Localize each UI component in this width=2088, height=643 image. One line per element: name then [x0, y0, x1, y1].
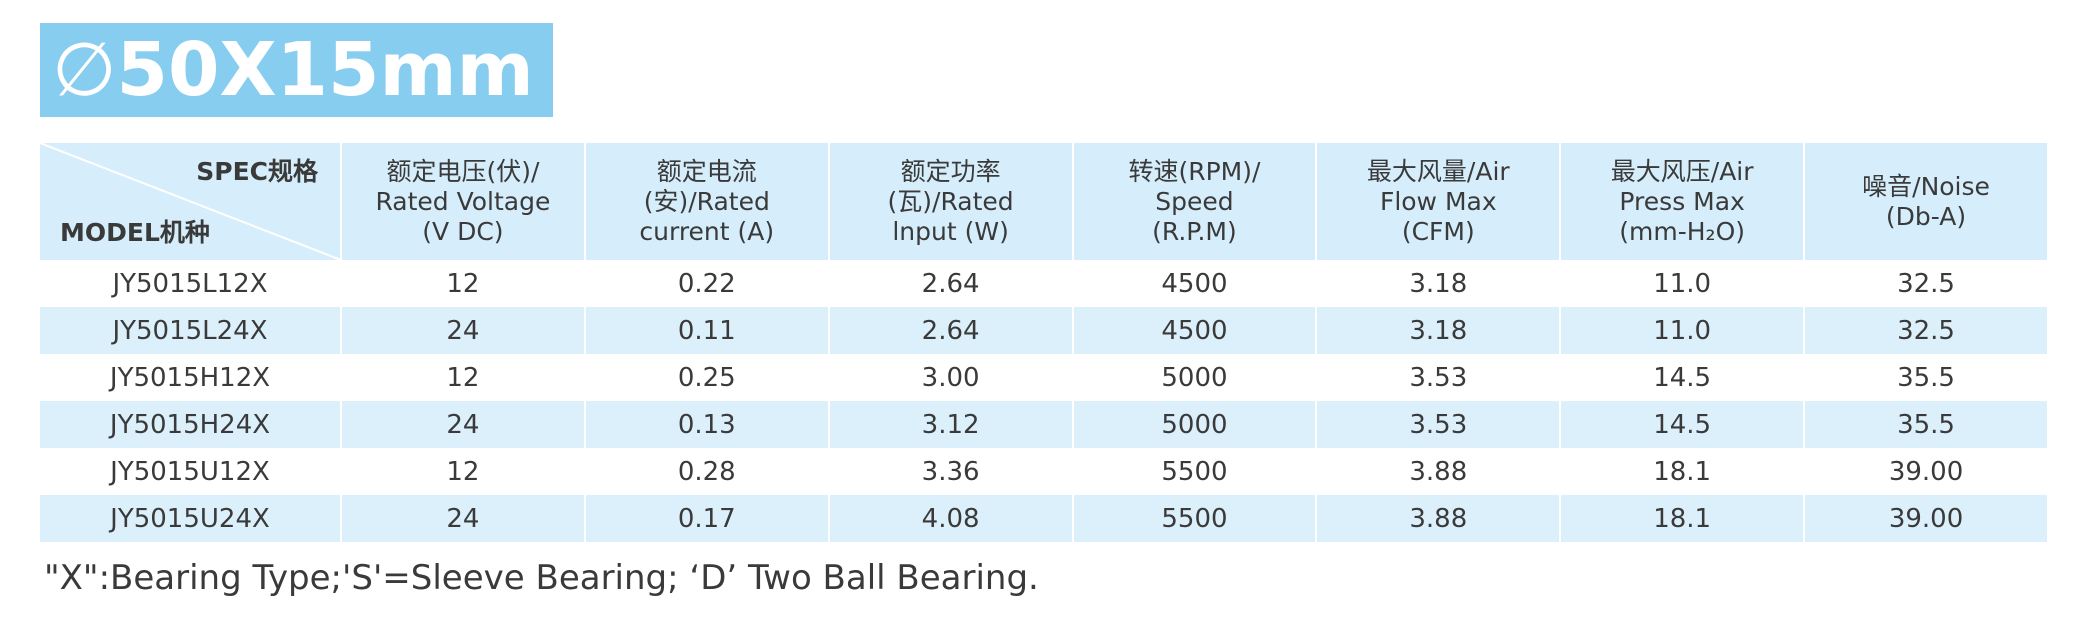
value-cell: 32.5: [1804, 260, 2049, 307]
value-cell: 4500: [1072, 260, 1318, 307]
value-cell: 24: [341, 495, 586, 542]
table-row: JY5015U24X 24 0.17 4.08 5500 3.88 18.1 39.00: [40, 495, 2049, 542]
header-line: (瓦)/Rated: [887, 186, 1014, 216]
value-cell: 2.64: [828, 307, 1074, 354]
value-cell: 5500: [1072, 448, 1318, 495]
model-label: MODEL机种: [60, 218, 210, 247]
header-cell: 最大风压/Air Press Max (mm-H₂O): [1560, 143, 1806, 260]
value-cell: 5000: [1072, 354, 1318, 401]
header-line: (mm-H₂O): [1619, 216, 1745, 246]
table-row: JY5015H12X 12 0.25 3.00 5000 3.53 14.5 35.5: [40, 354, 2049, 401]
header-line: 最大风量/Air: [1366, 156, 1510, 186]
value-cell: 0.11: [584, 307, 830, 354]
header-line: 最大风压/Air: [1610, 156, 1754, 186]
spec-label: SPEC规格: [196, 157, 318, 186]
footnote: "X":Bearing Type;'S'=Sleeve Bearing; ‘D’…: [44, 558, 1039, 598]
header-line: 额定电流: [656, 156, 757, 186]
value-cell: 0.13: [584, 401, 830, 448]
model-cell: JY5015H12X: [40, 354, 342, 401]
value-cell: 14.5: [1560, 354, 1806, 401]
value-cell: 35.5: [1804, 354, 2049, 401]
header-line: (CFM): [1401, 216, 1475, 246]
table-row: JY5015H24X 24 0.13 3.12 5000 3.53 14.5 35.5: [40, 401, 2049, 448]
header-line: (V DC): [422, 216, 504, 246]
value-cell: 12: [341, 260, 586, 307]
table-row: JY5015L12X 12 0.22 2.64 4500 3.18 11.0 32.5: [40, 260, 2049, 307]
value-cell: 3.88: [1316, 495, 1562, 542]
header-cell: 额定电压(伏)/Rated Voltage (V DC): [341, 143, 586, 260]
header-line: 额定功率: [900, 156, 1001, 186]
header-line: (安)/Rated: [643, 186, 770, 216]
value-cell: 4.08: [828, 495, 1074, 542]
header-cell: 噪音/Noise (Db-A): [1804, 143, 2049, 260]
header-line: Speed: [1155, 186, 1234, 216]
model-cell: JY5015H24X: [40, 401, 342, 448]
value-cell: 3.53: [1316, 401, 1562, 448]
value-cell: 32.5: [1804, 307, 2049, 354]
value-cell: 18.1: [1560, 495, 1806, 542]
header-cell: 额定功率 (瓦)/Rated lnput (W): [828, 143, 1074, 260]
value-cell: 2.64: [828, 260, 1074, 307]
table-row: JY5015L24X 24 0.11 2.64 4500 3.18 11.0 32.5: [40, 307, 2049, 354]
header-cell: 额定电流 (安)/Rated current (A): [584, 143, 830, 260]
value-cell: 24: [341, 307, 586, 354]
value-cell: 39.00: [1804, 495, 2049, 542]
model-cell: JY5015L24X: [40, 307, 342, 354]
corner-diagonal: [40, 143, 341, 260]
spec-table: SPEC规格 MODEL机种 额定电压(伏)/Rated Voltage (V D…: [40, 143, 2049, 542]
value-cell: 0.28: [584, 448, 830, 495]
header-cell: 最大风量/Air Flow Max (CFM): [1316, 143, 1562, 260]
value-cell: 35.5: [1804, 401, 2049, 448]
value-cell: 18.1: [1560, 448, 1806, 495]
header-line: Rated Voltage: [375, 186, 551, 216]
header-line: Press Max: [1619, 186, 1745, 216]
value-cell: 3.00: [828, 354, 1074, 401]
value-cell: 5500: [1072, 495, 1318, 542]
header-line: 噪音/Noise: [1862, 171, 1990, 201]
value-cell: 24: [341, 401, 586, 448]
header-line: (R.P.M): [1152, 216, 1237, 246]
value-cell: 3.18: [1316, 260, 1562, 307]
header-line: lnput (W): [892, 216, 1009, 246]
model-cell: JY5015U12X: [40, 448, 342, 495]
value-cell: 3.36: [828, 448, 1074, 495]
header-row: SPEC规格 MODEL机种 额定电压(伏)/Rated Voltage (V D…: [40, 143, 2049, 260]
value-cell: 0.22: [584, 260, 830, 307]
corner-cell: SPEC规格 MODEL机种: [40, 143, 342, 260]
value-cell: 14.5: [1560, 401, 1806, 448]
header-line: 转速(RPM)/: [1128, 156, 1261, 186]
value-cell: 0.17: [584, 495, 830, 542]
title-box: ∅50X15mm: [40, 23, 553, 117]
value-cell: 12: [341, 354, 586, 401]
diameter-symbol: ∅: [52, 27, 117, 113]
value-cell: 4500: [1072, 307, 1318, 354]
value-cell: 5000: [1072, 401, 1318, 448]
header-line: 额定电压(伏)/: [386, 156, 540, 186]
header-cell: 转速(RPM)/Speed (R.P.M): [1072, 143, 1318, 260]
table-row: JY5015U12X 12 0.28 3.36 5500 3.88 18.1 39.00: [40, 448, 2049, 495]
header-line: Flow Max: [1379, 186, 1497, 216]
value-cell: 3.12: [828, 401, 1074, 448]
value-cell: 3.88: [1316, 448, 1562, 495]
value-cell: 39.00: [1804, 448, 2049, 495]
value-cell: 3.53: [1316, 354, 1562, 401]
value-cell: 3.18: [1316, 307, 1562, 354]
value-cell: 12: [341, 448, 586, 495]
header-line: current (A): [639, 216, 775, 246]
title-text: 50X15mm: [116, 27, 534, 113]
value-cell: 11.0: [1560, 260, 1806, 307]
header-line: (Db-A): [1885, 201, 1967, 231]
value-cell: 11.0: [1560, 307, 1806, 354]
table-body: JY5015L12X 12 0.22 2.64 4500 3.18 11.0 32.5 JY50…: [40, 260, 2049, 542]
value-cell: 0.25: [584, 354, 830, 401]
model-cell: JY5015U24X: [40, 495, 342, 542]
model-cell: JY5015L12X: [40, 260, 342, 307]
